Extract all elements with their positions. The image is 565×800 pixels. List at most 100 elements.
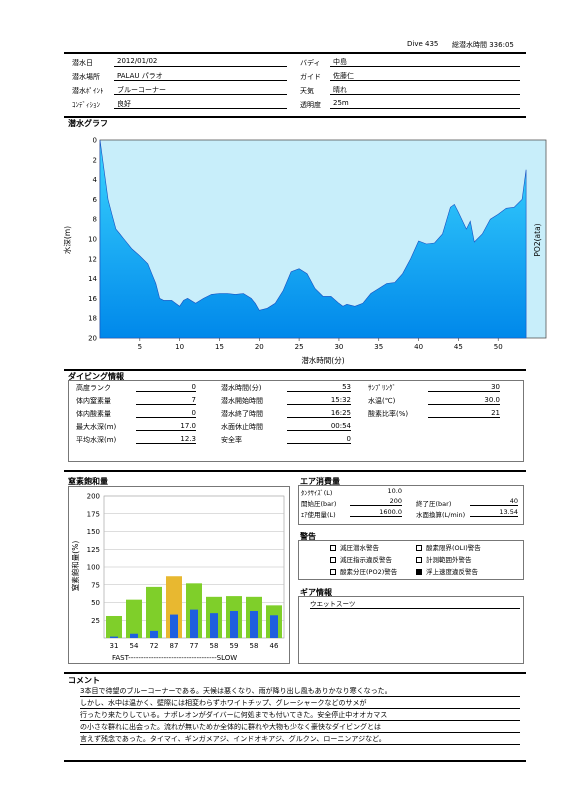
comment-line: 行ったり来たりしている。ナポレオンがダイバーに何処までも付いてきた。安全停止中オ… xyxy=(80,710,520,721)
warning-checkbox xyxy=(330,557,336,563)
nitrogen-x-label: 87 xyxy=(170,642,179,650)
bottom-rule xyxy=(64,760,526,762)
nitrogen-x-label: 54 xyxy=(130,642,139,650)
nitrogen-x-label: 72 xyxy=(150,642,159,650)
info-label: 高度ランク xyxy=(76,384,111,392)
info-label: 安全率 xyxy=(221,436,242,444)
warnings-title: 警告 xyxy=(300,532,316,541)
x-tick-label: 40 xyxy=(414,343,423,351)
nitrogen-x-label: 59 xyxy=(230,642,239,650)
nitrogen-bar xyxy=(146,586,162,638)
weather-value: 晴れ xyxy=(330,85,520,95)
start-pressure-label: 開始圧(bar) xyxy=(301,500,337,508)
info-label: 潜水終了時間 xyxy=(221,410,263,418)
depth-tick-label: 0 xyxy=(93,137,97,145)
condition-value: 良好 xyxy=(114,99,287,109)
nitrogen-tick-label: 150 xyxy=(87,528,100,536)
info-label: ｻﾝﾌﾟﾘﾝｸﾞ xyxy=(368,384,396,392)
depth-tick-label: 12 xyxy=(88,255,97,263)
air-used-label: ｴｱ使用量(L) xyxy=(301,511,336,519)
nitrogen-inner-bar xyxy=(130,633,138,638)
nitrogen-tick-label: 200 xyxy=(87,493,100,501)
total-dive-time: 総潜水時間 336:05 xyxy=(452,41,514,49)
nitrogen-tick-label: 125 xyxy=(87,546,100,554)
diving-info-row: 体内酸素量 0 潜水終了時間 16:25 酸素比率(%) 21 xyxy=(76,409,516,421)
comment-line: の小さな群れに出会った。流れが無いためか全体的に群れや大物も少なく豪快なダイビン… xyxy=(80,722,520,733)
x-tick-label: 5 xyxy=(138,343,142,351)
nitrogen-inner-bar xyxy=(150,630,158,638)
warning-item: 減圧指示違反警告 xyxy=(330,554,392,564)
graph-top-rule xyxy=(64,116,526,118)
x-tick-label: 45 xyxy=(454,343,463,351)
surface-rate-value: 13.54 xyxy=(470,508,518,517)
header-rule xyxy=(64,52,526,54)
x-tick-label: 10 xyxy=(175,343,184,351)
nitrogen-tick-label: 175 xyxy=(87,510,100,518)
date-label: 潜水日 xyxy=(72,59,93,67)
info-label: 平均水深(m) xyxy=(76,436,117,444)
nitrogen-box xyxy=(68,486,290,664)
nitrogen-title: 窒素飽和量 xyxy=(68,477,108,486)
place-value: PALAU パラオ xyxy=(114,71,287,81)
air-used-value: 1600.0 xyxy=(350,508,402,517)
warnings-box xyxy=(298,540,524,580)
nitrogen-x-label: 31 xyxy=(110,642,119,650)
x-tick-label: 25 xyxy=(295,343,304,351)
point-value: ブルーコーナー xyxy=(114,85,287,95)
depth-tick-label: 18 xyxy=(88,315,97,323)
depth-axis-label: 水深(m) xyxy=(62,226,72,254)
nitrogen-bar xyxy=(126,599,142,638)
depth-tick-label: 4 xyxy=(93,176,98,184)
warning-item: 減圧潜水警告 xyxy=(330,542,379,552)
diving-info-title: ダイビング情報 xyxy=(68,372,124,381)
nitrogen-axis-label: 窒素飽和量(%) xyxy=(70,541,80,592)
info-value: 12.3 xyxy=(136,435,196,444)
nitrogen-x-label: 77 xyxy=(190,642,199,650)
mid-rule xyxy=(64,470,526,472)
surface-rate-label: 水面換算(L/min) xyxy=(416,511,466,519)
info-value: 16:25 xyxy=(287,409,351,418)
nitrogen-tick-label: 50 xyxy=(91,599,100,607)
info-label: 酸素比率(%) xyxy=(368,410,409,418)
nitrogen-inner-bar xyxy=(190,609,198,638)
info-value: 0 xyxy=(136,409,196,418)
nitrogen-inner-bar xyxy=(270,615,278,638)
info-label: 体内酸素量 xyxy=(76,410,111,418)
warning-item: 酸素分圧(PO2)警告 xyxy=(330,566,397,576)
gear-title: ギア情報 xyxy=(300,588,332,597)
nitrogen-x-label: 46 xyxy=(270,642,279,650)
warning-checkbox xyxy=(330,545,336,551)
dive-number: Dive 435 xyxy=(407,40,439,48)
info-value: 15:32 xyxy=(287,396,351,405)
point-label: 潜水ﾎﾟｲﾝﾄ xyxy=(72,87,104,95)
time-axis-label: 潜水時間(分) xyxy=(301,355,344,365)
x-tick-label: 50 xyxy=(494,343,503,351)
info-value: 30.0 xyxy=(428,396,500,405)
depth-tick-label: 8 xyxy=(93,216,97,224)
nitrogen-x-label: 58 xyxy=(210,642,219,650)
air-title: エア消費量 xyxy=(300,477,340,486)
info-label: 最大水深(m) xyxy=(76,423,117,431)
info-value: 30 xyxy=(428,383,500,392)
depth-tick-label: 16 xyxy=(88,295,97,303)
depth-tick-label: 6 xyxy=(93,196,98,204)
dive-graph-title: 潜水グラフ xyxy=(68,119,108,128)
condition-label: ｺﾝﾃﾞｨｼｮﾝ xyxy=(72,101,100,109)
warning-checkbox xyxy=(416,557,422,563)
visibility-label: 透明度 xyxy=(300,101,321,109)
nitrogen-bar xyxy=(106,615,122,638)
info-value: 0 xyxy=(136,383,196,392)
x-tick-label: 15 xyxy=(215,343,224,351)
warning-label: 計測範囲外警告 xyxy=(426,556,472,564)
nitrogen-inner-bar xyxy=(210,613,218,638)
diving-info-row: 最大水深(m) 17.0 水面休止時間 00:54 xyxy=(76,422,516,434)
info-value: 00:54 xyxy=(287,422,351,431)
depth-tick-label: 2 xyxy=(93,156,97,164)
info-value: 7 xyxy=(136,396,196,405)
tank-label: ﾀﾝｸｻｲｽﾞ(L) xyxy=(301,489,333,497)
nitrogen-chart: 200 175 150 125 100 75 50 25 31 54 72 87 77 58 59 58 46… xyxy=(70,493,285,650)
end-pressure-label: 終了圧(bar) xyxy=(416,500,452,508)
date-value: 2012/01/02 xyxy=(114,57,287,67)
nitrogen-tick-label: 25 xyxy=(91,617,100,625)
warning-checkbox xyxy=(416,545,422,551)
